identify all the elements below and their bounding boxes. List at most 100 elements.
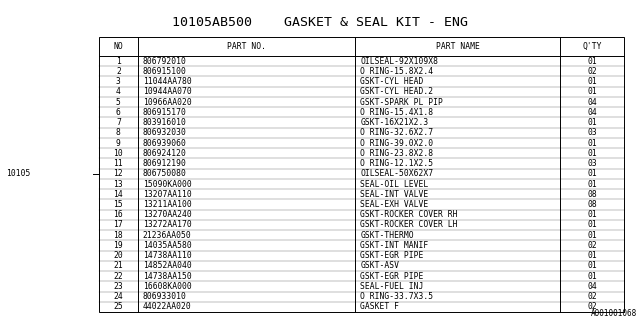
Text: 17: 17: [113, 220, 124, 229]
Text: 13: 13: [113, 180, 124, 188]
Text: O RING-15.8X2.4: O RING-15.8X2.4: [360, 67, 433, 76]
Bar: [99, 37, 624, 312]
Text: 04: 04: [587, 108, 597, 117]
Text: O RING-15.4X1.8: O RING-15.4X1.8: [360, 108, 433, 117]
Text: O RING-23.8X2.8: O RING-23.8X2.8: [360, 149, 433, 158]
Text: PART NO.: PART NO.: [227, 42, 266, 51]
Text: 01: 01: [587, 220, 597, 229]
Text: 16608KA000: 16608KA000: [143, 282, 191, 291]
Text: 806792010: 806792010: [143, 57, 187, 66]
Text: GSKT-EGR PIPE: GSKT-EGR PIPE: [360, 272, 424, 281]
Text: OILSEAL-92X109X8: OILSEAL-92X109X8: [360, 57, 438, 66]
Text: 14852AA040: 14852AA040: [143, 261, 191, 270]
Text: 01: 01: [587, 210, 597, 219]
Text: 08: 08: [587, 190, 597, 199]
Text: 20: 20: [113, 251, 124, 260]
Text: 11: 11: [113, 159, 124, 168]
Text: GSKT-SPARK PL PIP: GSKT-SPARK PL PIP: [360, 98, 443, 107]
Text: GSKT-THERMO: GSKT-THERMO: [360, 231, 414, 240]
Text: 01: 01: [587, 57, 597, 66]
Text: 3: 3: [116, 77, 121, 86]
Text: SEAL-FUEL INJ: SEAL-FUEL INJ: [360, 282, 424, 291]
Text: 806750080: 806750080: [143, 169, 187, 178]
Text: 10: 10: [113, 149, 124, 158]
Text: GSKT-ROCKER COVER LH: GSKT-ROCKER COVER LH: [360, 220, 458, 229]
Text: 803916010: 803916010: [143, 118, 187, 127]
Text: 04: 04: [587, 282, 597, 291]
Text: 15: 15: [113, 200, 124, 209]
Text: 01: 01: [587, 87, 597, 96]
Text: 02: 02: [587, 67, 597, 76]
Text: SEAL-EXH VALVE: SEAL-EXH VALVE: [360, 200, 429, 209]
Text: 10966AA020: 10966AA020: [143, 98, 191, 107]
Text: GASKET F: GASKET F: [360, 302, 399, 311]
Text: 12: 12: [113, 169, 124, 178]
Text: 02: 02: [587, 292, 597, 301]
Text: 10105AB500    GASKET & SEAL KIT - ENG: 10105AB500 GASKET & SEAL KIT - ENG: [172, 16, 468, 29]
Text: 806912190: 806912190: [143, 159, 187, 168]
Text: 9: 9: [116, 139, 121, 148]
Text: 1: 1: [116, 57, 121, 66]
Text: GSKT-CYL HEAD: GSKT-CYL HEAD: [360, 77, 424, 86]
Text: GSKT-ASV: GSKT-ASV: [360, 261, 399, 270]
Text: A001001068: A001001068: [591, 309, 637, 318]
Text: 01: 01: [587, 261, 597, 270]
Text: 5: 5: [116, 98, 121, 107]
Text: GSKT-EGR PIPE: GSKT-EGR PIPE: [360, 251, 424, 260]
Text: 806939060: 806939060: [143, 139, 187, 148]
Text: 10105: 10105: [6, 169, 31, 178]
Text: GSKT-16X21X2.3: GSKT-16X21X2.3: [360, 118, 429, 127]
Text: 23: 23: [113, 282, 124, 291]
Text: 01: 01: [587, 169, 597, 178]
Text: O RING-12.1X2.5: O RING-12.1X2.5: [360, 159, 433, 168]
Text: GSKT-INT MANIF: GSKT-INT MANIF: [360, 241, 429, 250]
Text: GSKT-CYL HEAD.2: GSKT-CYL HEAD.2: [360, 87, 433, 96]
Text: Q'TY: Q'TY: [582, 42, 602, 51]
Text: 01: 01: [587, 139, 597, 148]
Text: 24: 24: [113, 292, 124, 301]
Text: NO: NO: [113, 42, 124, 51]
Text: 806932030: 806932030: [143, 128, 187, 137]
Text: 806924120: 806924120: [143, 149, 187, 158]
Text: 18: 18: [113, 231, 124, 240]
Text: 10944AA070: 10944AA070: [143, 87, 191, 96]
Text: 21: 21: [113, 261, 124, 270]
Text: 25: 25: [113, 302, 124, 311]
Text: 14035AA580: 14035AA580: [143, 241, 191, 250]
Text: 01: 01: [587, 118, 597, 127]
Text: O RING-32.6X2.7: O RING-32.6X2.7: [360, 128, 433, 137]
Text: 21236AA050: 21236AA050: [143, 231, 191, 240]
Text: 01: 01: [587, 272, 597, 281]
Text: 8: 8: [116, 128, 121, 137]
Text: 22: 22: [113, 272, 124, 281]
Text: 03: 03: [587, 128, 597, 137]
Text: 19: 19: [113, 241, 124, 250]
Text: 11044AA780: 11044AA780: [143, 77, 191, 86]
Text: OILSEAL-50X62X7: OILSEAL-50X62X7: [360, 169, 433, 178]
Text: 13207AA110: 13207AA110: [143, 190, 191, 199]
Text: SEAL-INT VALVE: SEAL-INT VALVE: [360, 190, 429, 199]
Text: GSKT-ROCKER COVER RH: GSKT-ROCKER COVER RH: [360, 210, 458, 219]
Text: 14: 14: [113, 190, 124, 199]
Text: 04: 04: [587, 98, 597, 107]
Text: 806915100: 806915100: [143, 67, 187, 76]
Text: 44022AA020: 44022AA020: [143, 302, 191, 311]
Text: 14738AA110: 14738AA110: [143, 251, 191, 260]
Text: 02: 02: [587, 302, 597, 311]
Text: 14738AA150: 14738AA150: [143, 272, 191, 281]
Text: 13272AA170: 13272AA170: [143, 220, 191, 229]
Text: 02: 02: [587, 241, 597, 250]
Text: 16: 16: [113, 210, 124, 219]
Text: 806915170: 806915170: [143, 108, 187, 117]
Text: 7: 7: [116, 118, 121, 127]
Text: 03: 03: [587, 159, 597, 168]
Text: 01: 01: [587, 231, 597, 240]
Text: 01: 01: [587, 251, 597, 260]
Text: O RING-33.7X3.5: O RING-33.7X3.5: [360, 292, 433, 301]
Text: 01: 01: [587, 77, 597, 86]
Text: 01: 01: [587, 180, 597, 188]
Text: 15090KA000: 15090KA000: [143, 180, 191, 188]
Text: 13211AA100: 13211AA100: [143, 200, 191, 209]
Text: 13270AA240: 13270AA240: [143, 210, 191, 219]
Text: 806933010: 806933010: [143, 292, 187, 301]
